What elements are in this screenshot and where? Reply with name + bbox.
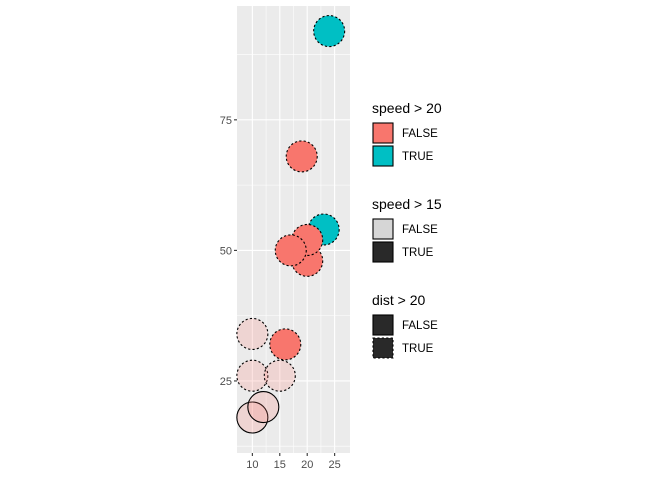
x-tick-label: 25: [329, 459, 341, 471]
legend-label: FALSE: [402, 320, 438, 332]
legend-key: [372, 314, 394, 336]
x-tick-label: 15: [274, 459, 286, 471]
scatter-point: [274, 234, 307, 267]
axes: 10 15 20 25 25 50 75: [220, 115, 341, 471]
legend-title: speed > 15: [372, 196, 442, 212]
legend-label: FALSE: [402, 128, 438, 140]
x-tick-label: 10: [246, 459, 258, 471]
legend-label: TRUE: [402, 343, 434, 355]
scatter-point: [285, 140, 318, 173]
scatter-point: [269, 328, 302, 361]
data-points: [236, 15, 346, 434]
legend-key: [372, 241, 394, 263]
legend-label: TRUE: [402, 247, 434, 259]
y-tick-label: 75: [220, 115, 232, 127]
scatter-point: [236, 317, 269, 350]
legend-title: dist > 20: [372, 292, 426, 308]
scatter-point: [236, 359, 269, 392]
legend-title: speed > 20: [372, 100, 442, 116]
legend: speed > 20 FALSE TRUE speed > 15 FALSE TRUE di…: [372, 100, 442, 359]
legend-label: TRUE: [402, 151, 434, 163]
legend-key: [372, 145, 394, 167]
legend-key: [372, 122, 394, 144]
x-tick-label: 20: [301, 459, 313, 471]
legend-label: FALSE: [402, 224, 438, 236]
legend-key: [372, 218, 394, 240]
y-tick-label: 50: [220, 245, 232, 257]
scatter-point: [247, 390, 280, 424]
scatter-point: [263, 359, 296, 392]
y-tick-label: 25: [220, 376, 232, 388]
scatter-point: [313, 15, 346, 48]
legend-key: [372, 337, 394, 359]
